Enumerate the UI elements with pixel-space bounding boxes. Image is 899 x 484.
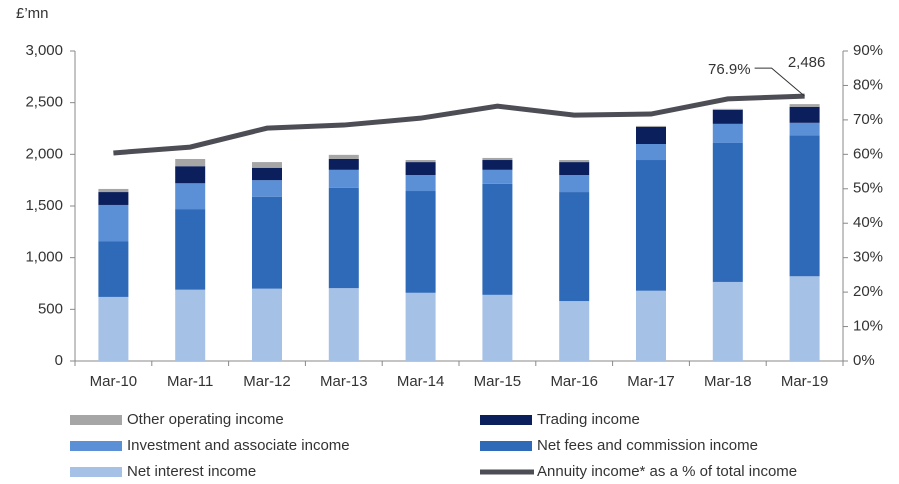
bar-segment (789, 122, 820, 136)
legend-label: Investment and associate income (127, 437, 350, 454)
bar-segment (252, 288, 282, 361)
leader-line (754, 67, 805, 97)
bar-segment (482, 160, 513, 170)
total-label: 2,486 (788, 54, 826, 71)
x-tick-label: Mar-14 (397, 373, 445, 390)
bar-segment (252, 196, 282, 289)
x-tick-label: Mar-16 (550, 373, 598, 390)
y-tick-label: 2,000 (25, 145, 63, 162)
bar-segment (175, 158, 206, 167)
legend-label: Other operating income (127, 411, 284, 428)
legend-label: Annuity income* as a % of total income (537, 463, 797, 480)
bar-segment (712, 123, 743, 143)
x-tick-label: Mar-13 (320, 373, 368, 390)
bar-segment (252, 167, 282, 181)
bar-segment (405, 160, 436, 163)
y2-tick-label: 70% (853, 111, 883, 128)
bar-segment (559, 160, 590, 163)
bar-segment (98, 241, 129, 297)
bar-segment (636, 126, 666, 144)
x-tick-label: Mar-19 (781, 373, 829, 390)
legend-swatch (480, 441, 532, 451)
line-series (113, 93, 805, 156)
bar-segment (636, 125, 666, 127)
bar-segment (405, 175, 436, 192)
bar-segment (98, 188, 129, 193)
y2-tick-label: 90% (853, 42, 883, 59)
bar-segment (482, 294, 513, 361)
bar-segment (405, 162, 436, 175)
bar-segment (712, 281, 743, 361)
bar-segment (328, 158, 359, 170)
legend-label: Net interest income (127, 463, 256, 480)
legend-label: Trading income (537, 411, 640, 428)
bar-segment (482, 169, 513, 184)
bar-segment (405, 292, 436, 361)
bar-segment (328, 187, 359, 289)
x-tick-label: Mar-18 (704, 373, 752, 390)
bar-segment (98, 192, 129, 205)
bar-segment (328, 169, 359, 188)
data-label: 76.9% (708, 61, 751, 78)
y-tick-label: 1,000 (25, 249, 63, 266)
bar-segment (98, 204, 129, 242)
y2-tick-label: 20% (853, 283, 883, 300)
legend-swatch (480, 415, 532, 425)
y2-tick-label: 60% (853, 145, 883, 162)
bar-segment (636, 290, 666, 361)
x-tick-label: Mar-10 (90, 373, 138, 390)
bar-segment (175, 209, 206, 290)
y2-tick-label: 50% (853, 180, 883, 197)
x-tick-label: Mar-12 (243, 373, 291, 390)
y2-tick-label: 40% (853, 214, 883, 231)
bar-segment (789, 276, 820, 361)
bar-segment (175, 289, 206, 361)
y2-tick-label: 80% (853, 76, 883, 93)
legend-swatch (70, 467, 122, 477)
bar-segment (328, 154, 359, 159)
y2-tick-label: 0% (853, 352, 875, 369)
bar-segment (559, 175, 590, 193)
legend-swatch (70, 441, 122, 451)
bar-segment (175, 183, 206, 210)
bar-segment (712, 109, 743, 124)
x-tick-label: Mar-17 (627, 373, 675, 390)
legend-label: Net fees and commission income (537, 437, 758, 454)
y2-tick-label: 10% (853, 318, 883, 335)
bar-segment (789, 104, 820, 107)
bar-segment (559, 192, 590, 302)
y-tick-label: 1,500 (25, 197, 63, 214)
bar-segment (712, 108, 743, 110)
legend-swatch (70, 415, 122, 425)
bar-segment (482, 157, 513, 161)
bar-segment (789, 135, 820, 277)
bar-segment (405, 191, 436, 293)
bar-segment (175, 166, 206, 184)
bar-segment (482, 183, 513, 295)
x-tick-label: Mar-11 (167, 373, 213, 390)
y-tick-label: 3,000 (25, 42, 63, 59)
y2-tick-label: 30% (853, 249, 883, 266)
bar-segment (559, 162, 590, 175)
y-tick-label: 0 (55, 352, 63, 369)
y-tick-label: 2,500 (25, 94, 63, 111)
y-tick-label: 500 (38, 300, 63, 317)
bar-segment (712, 142, 743, 282)
bar-segment (252, 162, 282, 168)
bar-segment (559, 301, 590, 361)
y-axis-label: £’mn (16, 5, 49, 22)
bar-segment (98, 296, 129, 361)
x-tick-label: Mar-15 (474, 373, 522, 390)
bar-segment (789, 106, 820, 123)
bar-segment (252, 180, 282, 197)
bar-segment (328, 288, 359, 361)
bar-segment (636, 160, 666, 291)
bar-segment (636, 144, 666, 161)
